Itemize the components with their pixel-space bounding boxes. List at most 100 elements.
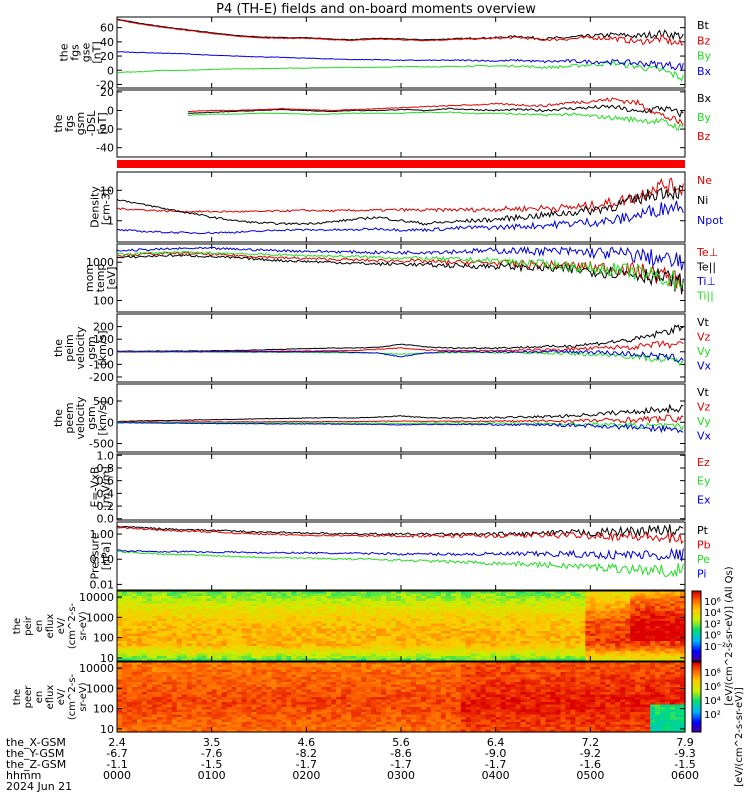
spectrogram-cell — [351, 596, 357, 600]
panel-frame — [116, 383, 686, 453]
spectrogram-cell — [261, 682, 268, 686]
spectrogram-cell — [191, 598, 198, 602]
spectrogram-cell — [186, 603, 193, 607]
spectrogram-cell — [336, 651, 342, 655]
spectrogram-cell — [386, 646, 392, 650]
spectrogram-cell — [381, 603, 387, 607]
spectrogram-cell — [341, 628, 347, 632]
spectrogram-cell — [670, 606, 676, 610]
spectrogram-cell — [495, 598, 502, 602]
spectrogram-cell — [181, 677, 188, 681]
spectrogram-cell — [326, 608, 332, 612]
spectrogram-cell — [670, 651, 676, 655]
spectrogram-cell — [585, 591, 591, 595]
spectrogram-cell — [231, 704, 238, 708]
spectrogram-cell — [226, 714, 233, 718]
spectrogram-cell — [505, 608, 512, 612]
spectrogram-cell — [126, 633, 133, 637]
spectrogram-cell — [216, 692, 223, 696]
spectrogram-cell — [171, 667, 178, 671]
spectrogram-cell — [331, 694, 337, 698]
spectrogram-cell — [605, 631, 611, 635]
spectrogram-cell — [450, 628, 457, 632]
colorbar-cell — [692, 599, 701, 602]
colorbar-cell — [692, 654, 701, 657]
spectrogram-cell — [585, 646, 591, 650]
spectrogram-cell — [655, 618, 661, 622]
colorbar-tick-label: 10⁴ — [704, 608, 721, 619]
series-line-Pb — [116, 526, 684, 545]
spectrogram-cell — [206, 613, 213, 617]
spectrogram-cell — [326, 704, 332, 708]
spectrogram-cell — [186, 662, 193, 666]
spectrogram-cell — [151, 648, 158, 652]
spectrogram-cell — [251, 606, 258, 610]
spectrogram-cell — [450, 633, 457, 637]
spectrogram-cell — [425, 643, 432, 647]
spectrogram-cell — [445, 596, 452, 600]
spectrogram-cell — [221, 664, 228, 668]
spectrogram-cell — [176, 611, 183, 615]
spectrogram-cell — [620, 606, 626, 610]
spectrogram-cell — [226, 631, 233, 635]
spectrogram-cell — [585, 648, 591, 652]
spectrogram-cell — [196, 692, 203, 696]
spectrogram-cell — [535, 608, 542, 612]
spectrogram-cell — [281, 636, 287, 640]
spectrogram-cell — [146, 628, 153, 632]
spectrogram-cell — [401, 611, 407, 615]
spectrogram-cell — [281, 641, 287, 645]
spectrogram-cell — [176, 598, 183, 602]
spectrogram-cell — [430, 653, 437, 657]
spectrogram-cell — [615, 653, 621, 657]
spectrogram-cell — [480, 616, 487, 620]
spectrogram-cell — [176, 643, 183, 647]
spectrogram-cell — [176, 638, 183, 642]
spectrogram-cell — [635, 616, 641, 620]
spectrogram-cell — [510, 598, 517, 602]
spectrogram-cell — [396, 613, 402, 617]
spectrogram-cell — [605, 601, 611, 605]
spectrogram-cell — [231, 628, 238, 632]
spectrogram-cell — [201, 601, 208, 605]
spectrogram-cell — [136, 656, 143, 660]
spectrogram-cell — [625, 603, 631, 607]
spectrogram-cell — [266, 722, 273, 726]
spectrogram-cell — [391, 638, 397, 642]
spectrogram-cell — [117, 658, 123, 662]
spectrogram-cell — [420, 628, 427, 632]
spectrogram-cell — [475, 658, 482, 662]
spectrogram-cell — [211, 677, 218, 681]
spectrogram-cell — [356, 697, 362, 701]
spectrogram-cell — [306, 616, 312, 620]
spectrogram-cell — [231, 593, 238, 597]
spectrogram-cell — [645, 651, 651, 655]
spectrogram-cell — [126, 591, 133, 595]
spectrogram-cell — [440, 608, 447, 612]
spectrogram-cell — [281, 601, 287, 605]
spectrogram-cell — [261, 646, 268, 650]
spectrogram-cell — [540, 623, 547, 627]
spectrogram-cell — [391, 631, 397, 635]
spectrogram-cell — [336, 662, 342, 666]
spectrogram-cell — [141, 702, 148, 706]
spectrogram-cell — [361, 719, 367, 723]
spectrogram-cell — [246, 689, 253, 693]
spectrogram-cell — [156, 664, 163, 668]
spectrogram-cell — [520, 643, 527, 647]
spectrogram-cell — [296, 618, 302, 622]
spectrogram-cell — [176, 641, 183, 645]
spectrogram-cell — [580, 593, 586, 597]
spectrogram-cell — [515, 648, 522, 652]
spectrogram-cell — [450, 641, 457, 645]
spectrogram-cell — [266, 724, 273, 728]
spectrogram-cell — [321, 672, 327, 676]
spectrogram-cell — [316, 608, 322, 612]
spectrogram-cell — [430, 623, 437, 627]
spectrogram-cell — [490, 658, 497, 662]
spectrogram-cell — [276, 621, 283, 625]
spectrogram-cell — [675, 633, 681, 637]
spectrogram-cell — [366, 641, 372, 645]
spectrogram-cell — [231, 674, 238, 678]
spectrogram-cell — [415, 601, 422, 605]
